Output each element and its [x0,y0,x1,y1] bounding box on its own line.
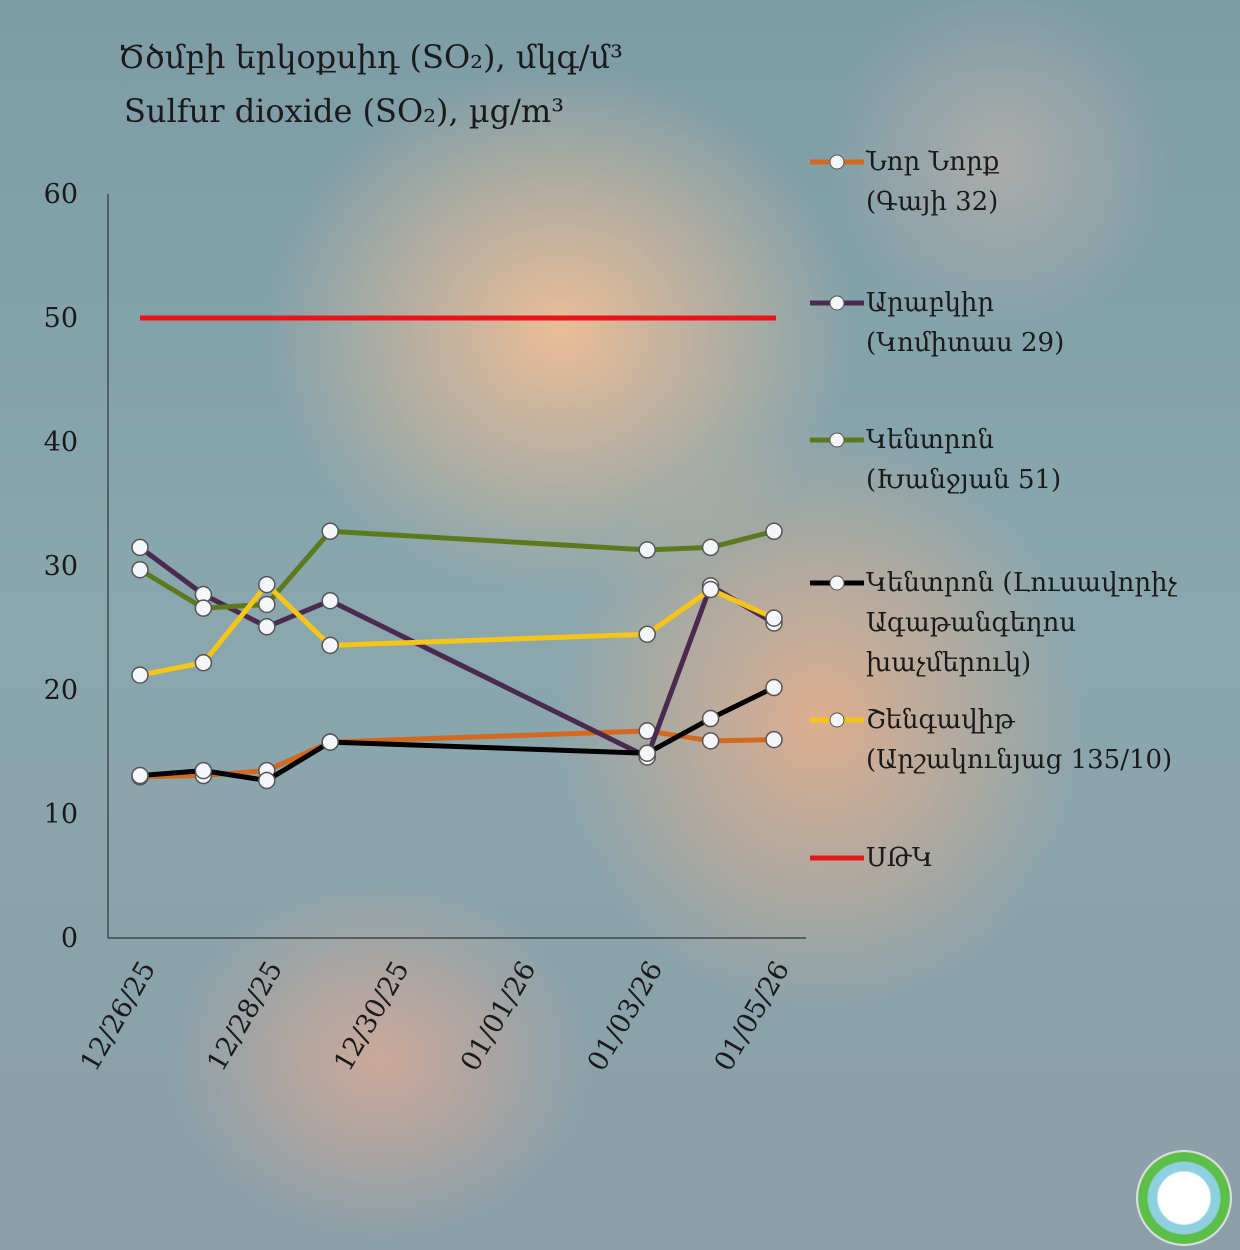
legend-label: Կենտրոն (Խանջյան 51) [866,425,1062,495]
legend-label: ՍԹԿ [866,843,933,873]
data-point [765,730,783,749]
x-tick-label: 01/05/26 [709,956,796,1077]
chart-subtitle: Sulfur dioxide (SO₂), µg/m³ [124,92,565,130]
data-point [321,733,339,751]
legend-marker [810,575,864,591]
data-point [701,538,720,557]
data-point [321,636,339,655]
y-tick-label: 10 [44,799,78,830]
data-point [258,595,276,614]
legend-label: Նոր Նորք (Գայի 32) [866,147,1000,217]
y-tick-label: 50 [44,303,78,334]
x-tick-label: 12/30/25 [328,956,415,1077]
legend-marker [810,295,864,311]
legend-item: Կենտրոն (Լուսավորիչ Ագաթանգեղոս խաչմերու… [808,563,1177,683]
legend-marker [810,855,864,861]
x-tick-label: 12/26/25 [75,956,162,1077]
series-line [138,545,776,760]
legend-label: Արաբկիր (Կոմիտաս 29) [866,288,1065,358]
legend-item: Արաբկիր (Կոմիտաս 29) [808,283,1064,363]
data-point [765,609,783,627]
legend-marker [810,712,864,728]
legend-item: Շենգավիթ (Արշակունյաց 135/10) [808,700,1172,780]
data-point [638,744,656,762]
data-point [321,591,339,610]
y-tick-label: 0 [61,923,78,954]
data-point [194,653,213,672]
ministry-logo [1136,1150,1232,1246]
data-point [258,618,276,636]
data-point [131,538,149,557]
data-point [194,599,213,617]
data-point [131,560,149,579]
data-point [765,678,783,697]
data-point [194,761,213,780]
y-tick-label: 60 [44,179,78,210]
chart-title: Ծծմբի երկօքսիդ (SO₂), մկգ/մ³ [118,38,623,76]
legend-item: Կենտրոն (Խանջյան 51) [808,420,1061,500]
data-point [258,771,276,790]
x-tick-label: 01/03/26 [582,956,669,1077]
legend-item: ՍԹԿ [808,838,933,878]
legend-marker [810,154,864,170]
legend-item: Նոր Նորք (Գայի 32) [808,142,999,222]
data-point [131,666,149,684]
legend-label: Կենտրոն (Լուսավորիչ Ագաթանգեղոս խաչմերու… [866,568,1178,678]
data-point [765,522,783,541]
data-point [638,625,656,643]
y-tick-label: 30 [44,551,78,582]
legend-marker [810,432,864,448]
series-line [139,685,776,784]
legend-label: Շենգավիթ (Արշակունյաց 135/10) [866,705,1173,775]
y-tick-label: 40 [44,427,78,458]
data-point [131,766,149,785]
data-point [701,709,720,728]
data-point [258,575,276,594]
data-point [321,522,339,541]
data-point [701,580,720,599]
data-point [701,732,720,750]
x-tick-label: 01/01/26 [455,956,542,1077]
x-tick-label: 12/28/25 [201,956,288,1077]
y-tick-label: 20 [44,675,78,706]
data-point [638,541,656,559]
series-line [138,528,775,611]
